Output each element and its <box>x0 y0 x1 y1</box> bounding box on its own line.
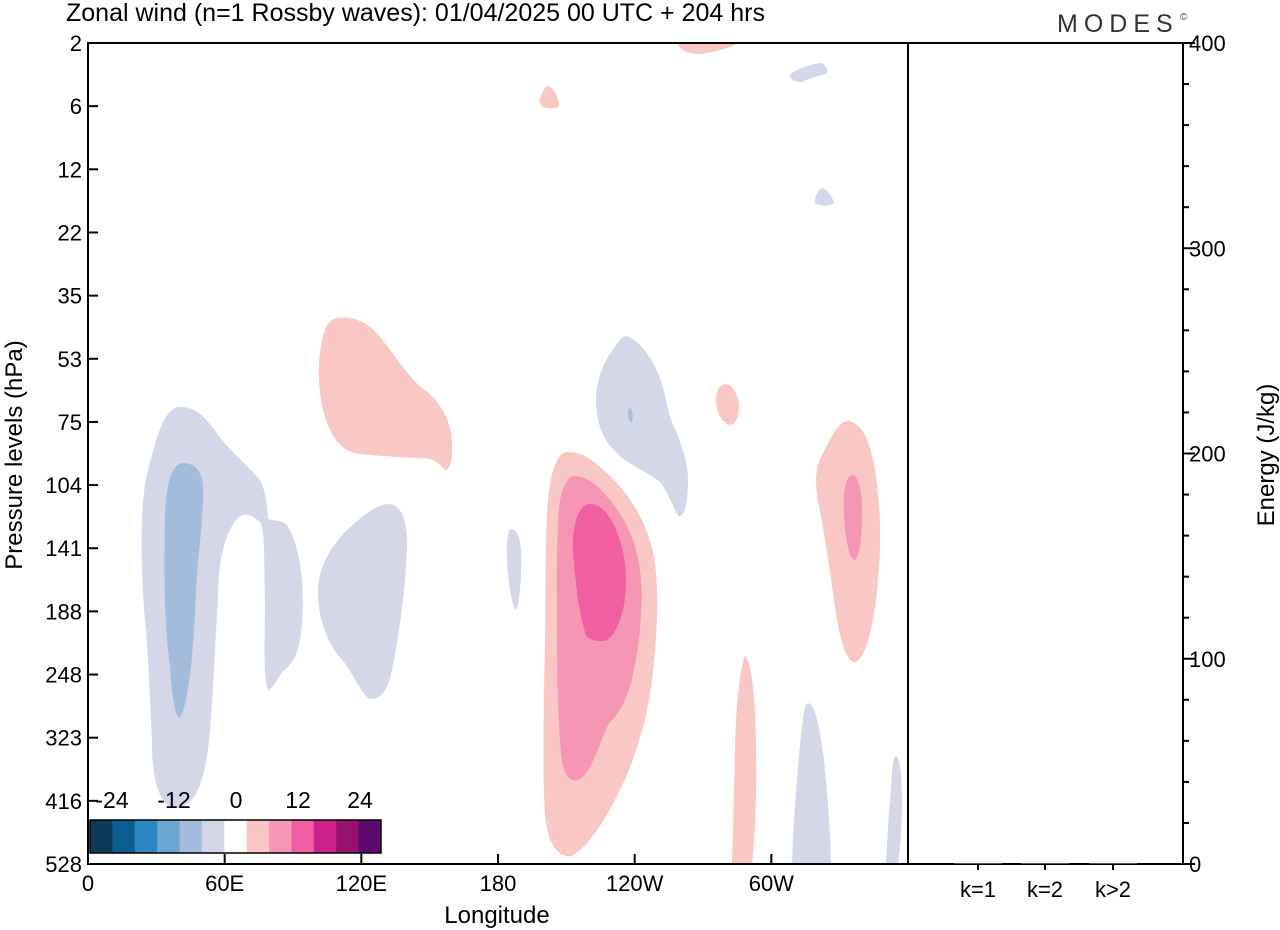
contour-field <box>141 44 902 864</box>
energy-bar <box>1021 863 1069 864</box>
colorbar-frame <box>89 819 382 854</box>
energy-bar <box>1089 863 1137 864</box>
contour-negative-17hpa <box>814 188 834 206</box>
energy-tick-label: 100 <box>1189 647 1226 672</box>
colorbar-swatch <box>157 820 181 853</box>
colorbar-label: -24 <box>95 787 128 813</box>
contour-negative-west-core <box>164 463 204 718</box>
logo-copyright-mark: © <box>1180 12 1188 23</box>
pressure-tick-label: 323 <box>45 726 82 751</box>
contour-negative-east-edge <box>886 756 902 864</box>
longitude-tick-label: 60E <box>205 871 244 896</box>
colorbar-swatch <box>224 820 248 853</box>
longitude-tick-label: 120W <box>606 871 664 896</box>
pressure-tick-label: 53 <box>58 347 82 372</box>
colorbar-label: -12 <box>157 787 190 813</box>
contour-positive-narrow-column <box>732 656 757 864</box>
contour-positive-top-edge <box>678 44 736 54</box>
energy-category-label: k>2 <box>1095 877 1131 902</box>
colorbar-label: 0 <box>230 787 243 813</box>
contour-positive-east-core <box>843 475 862 560</box>
energy-bars: k=1 k=2 k>2 <box>954 863 1137 902</box>
colorbar-swatch <box>246 820 270 853</box>
pressure-tick-label: 35 <box>58 284 82 309</box>
contour-negative-upper-central <box>596 336 688 517</box>
modes-logo: MODES <box>1057 10 1179 38</box>
pressure-tick-label: 22 <box>58 220 82 245</box>
pressure-tick-label: 188 <box>45 599 82 624</box>
energy-tick-label: 0 <box>1189 852 1201 877</box>
contour-negative-60w-column <box>792 703 831 864</box>
energy-category-label: k=2 <box>1027 877 1063 902</box>
energy-category-label: k=1 <box>960 877 996 902</box>
pressure-tick-label: 6 <box>70 94 82 119</box>
pressure-tick-label: 248 <box>45 663 82 688</box>
longitude-tick-label: 60W <box>749 871 794 896</box>
energy-bar <box>954 863 1002 864</box>
x-axis-label: Longitude <box>444 902 549 929</box>
chart-title: Zonal wind (n=1 Rossby waves): 01/04/202… <box>66 0 765 27</box>
pressure-tick-label: 104 <box>45 473 82 498</box>
energy-axis: 0 100 200 300 400 <box>1183 31 1226 877</box>
energy-axis-label: Energy (J/kg) <box>1253 384 1280 527</box>
longitude-tick-label: 120E <box>336 871 387 896</box>
colorbar-label: 12 <box>285 787 311 813</box>
colorbar-swatch <box>313 820 337 853</box>
longitude-axis: 0 60E 120E 180 120W 60W <box>82 854 794 896</box>
contour-negative-4hpa <box>789 63 828 82</box>
contour-positive-6hpa <box>539 86 560 109</box>
colorbar-swatch <box>358 820 382 853</box>
colorbar-swatch <box>90 820 113 853</box>
longitude-tick-label: 180 <box>480 871 517 896</box>
colorbar-swatch <box>201 820 225 853</box>
colorbar-label: 24 <box>347 787 373 813</box>
pressure-tick-label: 2 <box>70 31 82 56</box>
colorbar-swatch <box>179 820 203 853</box>
contour-negative-midwest <box>318 504 407 699</box>
contour-positive-75hpa <box>716 384 739 425</box>
contour-negative-upper-central-core <box>628 408 633 423</box>
pressure-tick-label: 75 <box>58 410 82 435</box>
colorbar: -24 -12 0 12 24 <box>89 787 382 854</box>
energy-tick-label: 300 <box>1189 236 1226 261</box>
y-axis-label: Pressure levels (hPa) <box>1 340 28 569</box>
colorbar-swatch <box>134 820 158 853</box>
contour-positive-upper-west <box>318 317 453 470</box>
colorbar-swatch <box>269 820 292 853</box>
contour-negative-dateline <box>506 529 522 610</box>
pressure-axis: 2 6 12 22 35 53 75 104 141 188 248 323 416 528 <box>45 31 98 877</box>
colorbar-swatch <box>112 820 136 853</box>
pressure-tick-label: 141 <box>45 536 82 561</box>
energy-tick-label: 200 <box>1189 442 1226 467</box>
pressure-tick-label: 528 <box>45 852 82 877</box>
longitude-tick-label: 0 <box>82 871 94 896</box>
colorbar-swatch <box>291 820 315 853</box>
contour-positive-main-core <box>572 504 626 641</box>
pressure-tick-label: 416 <box>45 789 82 814</box>
pressure-tick-label: 12 <box>58 157 82 182</box>
energy-tick-label: 400 <box>1189 31 1226 56</box>
colorbar-swatch <box>336 820 360 853</box>
